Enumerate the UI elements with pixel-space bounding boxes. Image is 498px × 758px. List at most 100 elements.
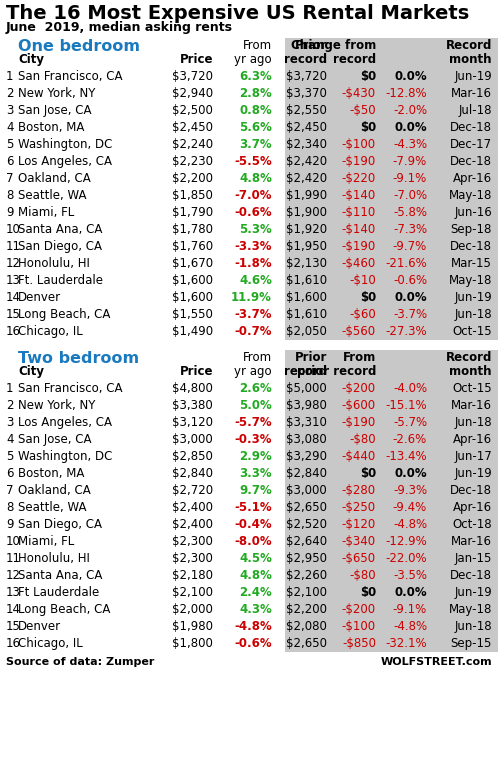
Text: 0.0%: 0.0%: [394, 291, 427, 304]
Text: 8: 8: [6, 189, 13, 202]
Bar: [285, 187, 498, 204]
Text: -0.6%: -0.6%: [235, 206, 272, 219]
Text: Dec-18: Dec-18: [450, 569, 492, 582]
Bar: [285, 306, 498, 323]
Text: $1,610: $1,610: [286, 274, 327, 287]
Text: 4.6%: 4.6%: [239, 274, 272, 287]
Text: -$100: -$100: [342, 138, 376, 151]
Text: $0: $0: [360, 586, 376, 599]
Text: 15: 15: [6, 620, 21, 633]
Bar: [285, 499, 498, 516]
Text: Honolulu, HI: Honolulu, HI: [18, 257, 90, 270]
Text: record: record: [333, 53, 376, 66]
Text: Mar-16: Mar-16: [451, 535, 492, 548]
Text: -4.8%: -4.8%: [393, 518, 427, 531]
Text: -$600: -$600: [342, 399, 376, 412]
Text: Chicago, IL: Chicago, IL: [18, 637, 83, 650]
Bar: [285, 85, 498, 102]
Text: -2.6%: -2.6%: [393, 433, 427, 446]
Text: San Jose, CA: San Jose, CA: [18, 433, 92, 446]
Text: $1,600: $1,600: [172, 291, 213, 304]
Text: Seattle, WA: Seattle, WA: [18, 189, 87, 202]
Text: $2,100: $2,100: [286, 586, 327, 599]
Text: Santa Ana, CA: Santa Ana, CA: [18, 223, 103, 236]
Text: $2,200: $2,200: [286, 603, 327, 616]
Text: 3: 3: [6, 416, 13, 429]
Text: -$280: -$280: [342, 484, 376, 497]
Text: 4.8%: 4.8%: [239, 569, 272, 582]
Text: Jun-18: Jun-18: [454, 308, 492, 321]
Text: 4.5%: 4.5%: [239, 552, 272, 565]
Bar: [285, 618, 498, 635]
Text: Jun-18: Jun-18: [454, 416, 492, 429]
Text: Prior: Prior: [295, 351, 327, 364]
Bar: [285, 204, 498, 221]
Text: May-18: May-18: [449, 189, 492, 202]
Text: Boston, MA: Boston, MA: [18, 121, 84, 134]
Text: $3,720: $3,720: [172, 70, 213, 83]
Text: -$190: -$190: [342, 416, 376, 429]
Text: Two bedroom: Two bedroom: [18, 351, 139, 366]
Text: 12: 12: [6, 569, 21, 582]
Text: -12.8%: -12.8%: [385, 87, 427, 100]
Text: $2,640: $2,640: [286, 535, 327, 548]
Text: $2,130: $2,130: [286, 257, 327, 270]
Text: 4: 4: [6, 121, 13, 134]
Text: -9.1%: -9.1%: [393, 603, 427, 616]
Text: Jun-19: Jun-19: [454, 467, 492, 480]
Text: $1,980: $1,980: [172, 620, 213, 633]
Text: -$100: -$100: [342, 620, 376, 633]
Text: -$430: -$430: [342, 87, 376, 100]
Text: 14: 14: [6, 603, 21, 616]
Text: Price: Price: [179, 53, 213, 66]
Text: $1,800: $1,800: [172, 637, 213, 650]
Text: 2: 2: [6, 87, 13, 100]
Text: -$110: -$110: [342, 206, 376, 219]
Bar: [285, 153, 498, 170]
Text: 6.3%: 6.3%: [239, 70, 272, 83]
Text: 9: 9: [6, 206, 13, 219]
Text: $2,400: $2,400: [172, 518, 213, 531]
Text: 5.3%: 5.3%: [239, 223, 272, 236]
Text: 0.0%: 0.0%: [394, 121, 427, 134]
Text: -1.8%: -1.8%: [235, 257, 272, 270]
Text: 0.8%: 0.8%: [239, 104, 272, 117]
Text: -3.7%: -3.7%: [235, 308, 272, 321]
Text: $2,420: $2,420: [286, 155, 327, 168]
Text: -$120: -$120: [342, 518, 376, 531]
Text: $3,120: $3,120: [172, 416, 213, 429]
Text: $2,650: $2,650: [286, 501, 327, 514]
Text: May-18: May-18: [449, 274, 492, 287]
Bar: [285, 221, 498, 238]
Text: Dec-18: Dec-18: [450, 240, 492, 253]
Bar: [285, 238, 498, 255]
Text: $3,370: $3,370: [286, 87, 327, 100]
Text: $2,650: $2,650: [286, 637, 327, 650]
Text: $0: $0: [360, 467, 376, 480]
Text: Miami, FL: Miami, FL: [18, 535, 74, 548]
Text: -$560: -$560: [342, 325, 376, 338]
Text: Santa Ana, CA: Santa Ana, CA: [18, 569, 103, 582]
Text: -$50: -$50: [350, 104, 376, 117]
Text: Oakland, CA: Oakland, CA: [18, 484, 91, 497]
Text: -$440: -$440: [342, 450, 376, 463]
Text: Jul-18: Jul-18: [459, 104, 492, 117]
Text: San Jose, CA: San Jose, CA: [18, 104, 92, 117]
Text: Chicago, IL: Chicago, IL: [18, 325, 83, 338]
Text: $1,920: $1,920: [286, 223, 327, 236]
Text: $2,550: $2,550: [286, 104, 327, 117]
Text: Long Beach, CA: Long Beach, CA: [18, 308, 111, 321]
Text: Honolulu, HI: Honolulu, HI: [18, 552, 90, 565]
Text: Jun-19: Jun-19: [454, 70, 492, 83]
Text: -$80: -$80: [350, 569, 376, 582]
Text: -4.8%: -4.8%: [234, 620, 272, 633]
Text: City: City: [18, 53, 44, 66]
Text: Miami, FL: Miami, FL: [18, 206, 74, 219]
Text: $4,800: $4,800: [172, 382, 213, 395]
Text: Dec-18: Dec-18: [450, 155, 492, 168]
Text: -$460: -$460: [342, 257, 376, 270]
Text: $2,100: $2,100: [172, 586, 213, 599]
Text: 0.0%: 0.0%: [394, 586, 427, 599]
Text: 4.8%: 4.8%: [239, 172, 272, 185]
Text: yr ago: yr ago: [235, 365, 272, 378]
